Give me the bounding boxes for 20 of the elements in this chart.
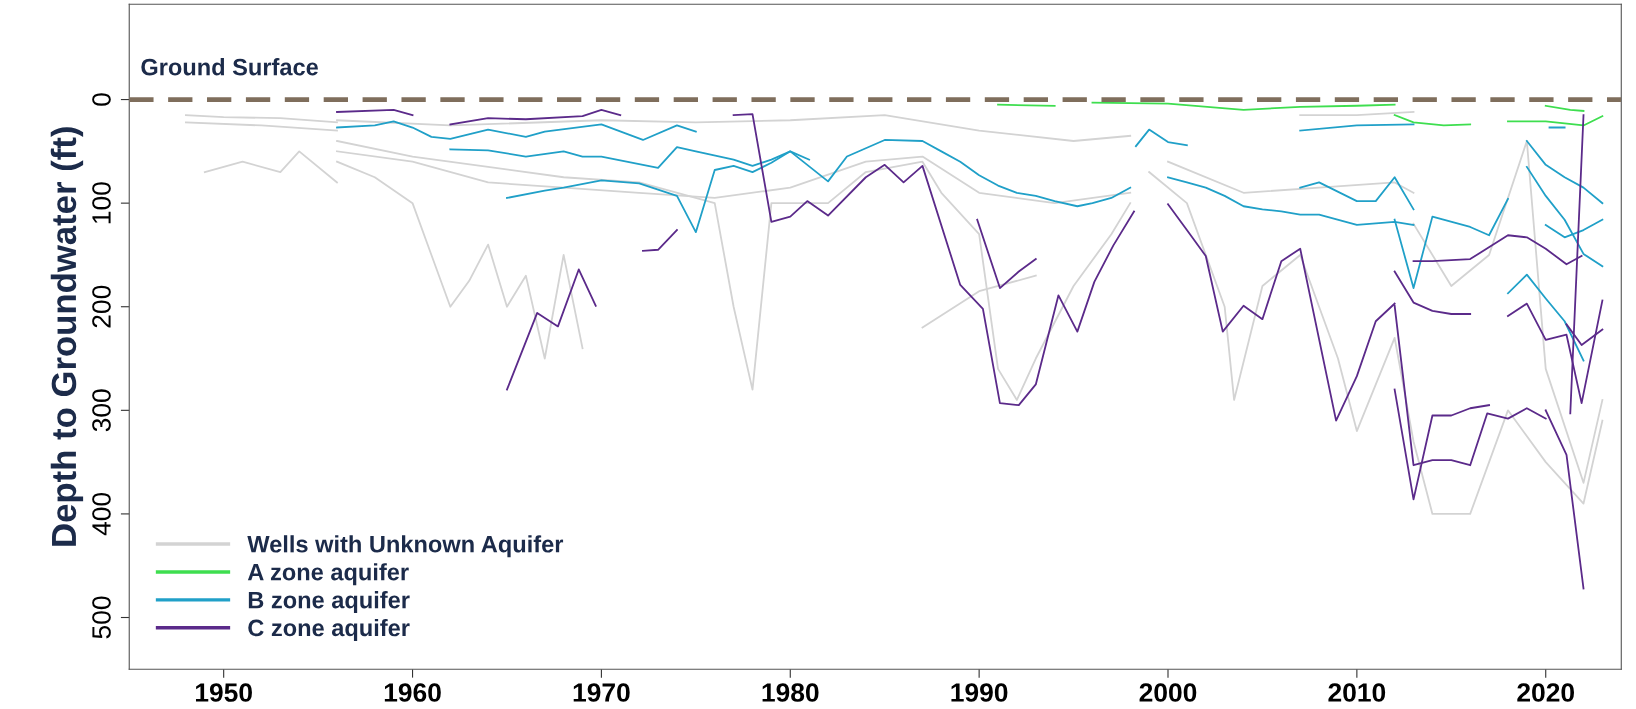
x-tick-label: 1950 [195, 683, 252, 702]
y-tick-label: 400 [92, 492, 111, 536]
x-tick-label: 1970 [573, 683, 630, 702]
y-tick-label: 100 [92, 182, 111, 224]
y-tick-label: 500 [92, 596, 111, 639]
x-tick-label: 2010 [1328, 683, 1386, 702]
legend-label: Wells with Unknown Aquifer [247, 535, 564, 558]
x-tick-label: 1990 [951, 683, 1008, 702]
y-tick-label: 0 [92, 93, 111, 106]
x-tick-label: 1980 [762, 683, 819, 702]
legend-label: B zone aquifer [248, 591, 410, 614]
y-axis-title: Depth to Groundwater (ft) [50, 127, 84, 546]
x-tick-label: 2020 [1517, 683, 1574, 702]
x-tick-label: 1960 [384, 683, 441, 702]
legend-label: C zone aquifer [248, 618, 410, 641]
legend-label: A zone aquifer [247, 563, 409, 586]
y-tick-label: 300 [92, 389, 111, 432]
y-tick-label: 200 [92, 285, 111, 328]
x-tick-label: 2000 [1139, 683, 1197, 702]
ref-line-label: Ground Surface [141, 58, 318, 76]
